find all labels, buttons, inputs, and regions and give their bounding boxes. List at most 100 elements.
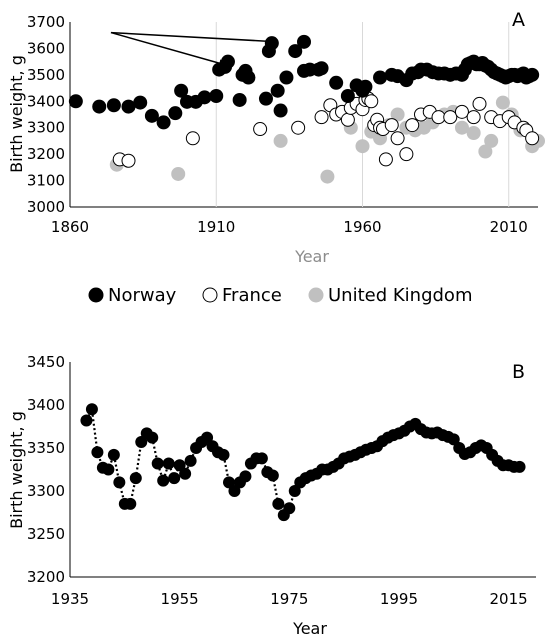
- panel-b-series-line: [85, 405, 520, 518]
- data-point-france: [185, 131, 200, 146]
- panel-a-annotation-arrow: [110, 31, 279, 46]
- data-point-norway: [329, 75, 344, 90]
- data-point-norway: [106, 98, 121, 113]
- panel-a-annotation-arrow: [110, 31, 229, 68]
- panel-b-y-tick-label: 3300: [27, 482, 65, 500]
- data-point-united-kingdom: [355, 139, 370, 154]
- legend-item-norway: Norway: [88, 285, 177, 306]
- data-point-france: [454, 104, 469, 119]
- panel-b-data-point: [135, 435, 148, 448]
- panel-b-data-point: [201, 431, 214, 444]
- data-point-united-kingdom: [466, 126, 481, 140]
- panel-b-data-point: [184, 454, 197, 467]
- data-point-norway: [156, 115, 171, 130]
- panel-b-x-tick-label: 1975: [270, 590, 308, 608]
- data-point-france: [390, 131, 405, 146]
- panel-b-data-point: [222, 476, 235, 489]
- data-point-norway: [297, 34, 311, 49]
- data-point-norway: [525, 67, 540, 82]
- data-point-norway: [220, 54, 235, 69]
- panel-a-x-tick-label: 1960: [343, 218, 381, 236]
- data-point-united-kingdom: [320, 169, 335, 184]
- panel-b-data-point: [157, 474, 170, 487]
- data-point-norway: [264, 36, 279, 51]
- panel-b-data-point: [151, 457, 164, 470]
- panel-b-data-point: [179, 467, 192, 480]
- legend-item-united-kingdom: United Kingdom: [308, 285, 472, 306]
- panel-b-data-point: [239, 470, 252, 483]
- data-point-france: [472, 96, 487, 111]
- panel-a-y-tick-label: 3500: [27, 66, 65, 84]
- panel-b-x-tick-label: 1935: [51, 590, 89, 608]
- legend-label-france: France: [222, 285, 282, 306]
- panel-a-y-tick-label: 3600: [27, 39, 65, 57]
- data-point-united-kingdom: [390, 107, 405, 122]
- panel-b-data-point: [124, 497, 137, 510]
- data-point-france: [525, 131, 540, 146]
- data-point-france: [291, 120, 306, 135]
- data-point-norway: [174, 83, 189, 98]
- data-point-norway: [270, 83, 285, 98]
- panel-b-y-axis-title: Birth weight, g: [7, 411, 26, 529]
- data-point-norway: [358, 79, 373, 94]
- panel-b-data-point: [85, 403, 98, 416]
- panel-b-data-point: [217, 448, 230, 461]
- data-point-france: [340, 112, 355, 127]
- panel-b-label: B: [512, 361, 525, 383]
- panel-a-y-tick-label: 3000: [27, 198, 65, 216]
- panel-a-y-tick-label: 3100: [27, 172, 65, 190]
- panel-b-data-point: [283, 502, 296, 515]
- data-point-france: [253, 122, 268, 137]
- data-point-norway: [197, 90, 212, 105]
- data-point-norway: [68, 94, 83, 109]
- data-point-norway: [144, 108, 159, 123]
- data-point-norway: [209, 89, 224, 103]
- data-point-united-kingdom: [484, 133, 499, 148]
- data-point-united-kingdom: [454, 120, 469, 135]
- legend-label-united-kingdom: United Kingdom: [328, 285, 472, 306]
- panel-b-data-point: [288, 485, 301, 497]
- data-point-norway: [133, 95, 148, 110]
- legend-marker-france: [202, 287, 218, 303]
- panel-b-data-point: [102, 463, 115, 476]
- legend-marker-united-kingdom: [308, 287, 324, 303]
- panel-b-data-point: [91, 446, 104, 459]
- data-point-france: [384, 118, 399, 133]
- panel-b-y-tick-label: 3400: [27, 396, 65, 414]
- panel-a-x-tick-label: 2010: [490, 218, 528, 236]
- panel-a-y-tick-label: 3200: [27, 145, 65, 163]
- panel-b-x-tick-label: 1955: [161, 590, 199, 608]
- panel-b-data-point: [272, 497, 285, 510]
- panel-b-data-point: [255, 452, 268, 465]
- legend-marker-norway: [88, 287, 104, 303]
- panel-b-y-tick-label: 3350: [27, 439, 65, 457]
- data-point-norway: [258, 91, 273, 106]
- data-point-norway: [288, 44, 303, 59]
- legend-label-norway: Norway: [108, 285, 177, 306]
- data-point-united-kingdom: [273, 133, 288, 148]
- data-point-france: [364, 94, 379, 109]
- data-point-norway: [273, 103, 288, 118]
- panel-b-data-point: [80, 414, 93, 427]
- panel-b-x-tick-label: 2015: [489, 590, 527, 608]
- data-point-united-kingdom: [478, 144, 493, 159]
- panel-b-x-tick-label: 1995: [380, 590, 418, 608]
- panel-b-data-point: [168, 472, 181, 485]
- data-point-norway: [279, 70, 294, 85]
- data-point-norway: [121, 99, 136, 114]
- panel-a-y-axis-title: Birth weight, g: [7, 55, 26, 173]
- data-point-france: [443, 110, 458, 125]
- data-point-france: [378, 152, 393, 167]
- panel-b-data-point: [228, 485, 241, 497]
- panel-b-data-point: [266, 469, 279, 482]
- panel-b-y-tick-label: 3250: [27, 525, 65, 543]
- panel-b-data-point: [146, 431, 159, 444]
- data-point-france: [121, 153, 136, 168]
- legend-item-france: France: [202, 285, 282, 306]
- data-point-norway: [232, 92, 247, 107]
- panel-b-data-point: [447, 433, 460, 446]
- legend: Norway France United Kingdom: [88, 285, 472, 306]
- data-point-norway: [373, 70, 388, 85]
- data-point-france: [466, 110, 481, 125]
- data-point-france: [405, 118, 420, 133]
